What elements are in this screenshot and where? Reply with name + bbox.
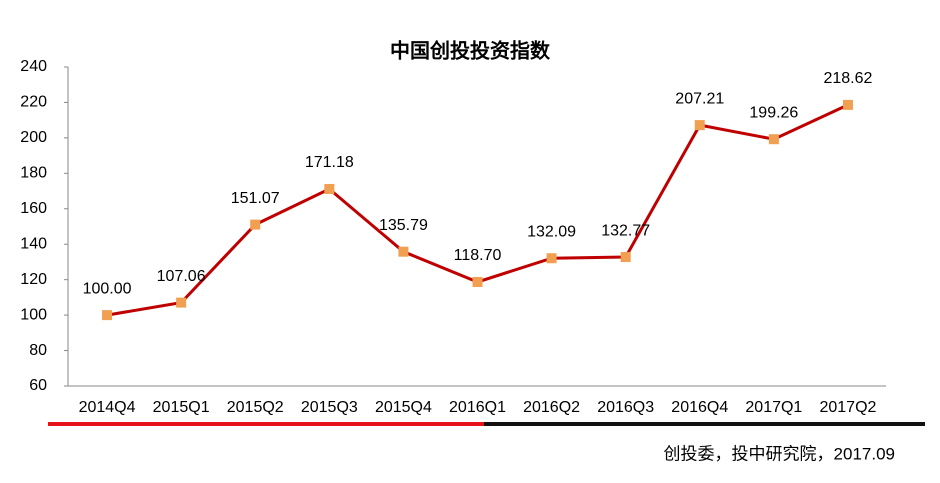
data-label: 218.62 (823, 70, 872, 87)
x-tick-label: 2016Q3 (597, 399, 654, 416)
x-tick-label: 2015Q3 (301, 399, 358, 416)
x-tick-label: 2014Q4 (79, 399, 136, 416)
y-tick-label: 220 (20, 94, 47, 111)
data-label: 107.06 (157, 268, 206, 285)
point-marker (842, 99, 853, 110)
point-marker (472, 276, 483, 287)
x-tick-label: 2017Q2 (819, 399, 876, 416)
data-label: 132.77 (601, 222, 650, 239)
point-marker (176, 297, 187, 308)
chart-title: 中国创投投资指数 (390, 39, 551, 63)
point-marker (768, 134, 779, 145)
point-marker (546, 253, 557, 264)
point-marker (694, 120, 705, 131)
source: 创投委，投中研究院，2017.09 (664, 444, 895, 463)
y-tick-label: 100 (20, 306, 47, 323)
data-label: 135.79 (379, 217, 428, 234)
point-marker (250, 219, 261, 230)
point-marker (620, 252, 631, 263)
point-marker (102, 310, 113, 321)
x-tick-label: 2015Q2 (227, 399, 284, 416)
x-tick-label: 2015Q1 (153, 399, 210, 416)
data-label: 199.26 (749, 104, 798, 121)
data-label: 207.21 (675, 90, 724, 107)
y-tick-label: 180 (20, 165, 47, 182)
data-label: 100.00 (83, 280, 132, 297)
x-tick-label: 2016Q4 (671, 399, 728, 416)
y-tick-label: 120 (20, 271, 47, 288)
point-marker (398, 246, 409, 257)
y-tick-label: 60 (29, 377, 47, 394)
y-tick-label: 80 (29, 342, 47, 359)
x-tick-label: 2017Q1 (745, 399, 802, 416)
data-label: 132.09 (527, 223, 576, 240)
divider-black (484, 422, 925, 426)
x-tick-label: 2016Q1 (449, 399, 506, 416)
data-label: 118.70 (454, 247, 502, 264)
x-tick-label: 2015Q4 (375, 399, 432, 416)
data-label: 171.18 (305, 154, 354, 171)
y-tick-label: 160 (20, 200, 47, 217)
y-tick-label: 140 (20, 235, 47, 252)
divider-red (48, 422, 484, 426)
data-label: 151.07 (231, 190, 280, 207)
x-tick-label: 2016Q2 (523, 399, 580, 416)
y-tick-label: 200 (20, 129, 47, 146)
point-marker (324, 183, 335, 194)
y-tick-label: 240 (20, 58, 47, 75)
